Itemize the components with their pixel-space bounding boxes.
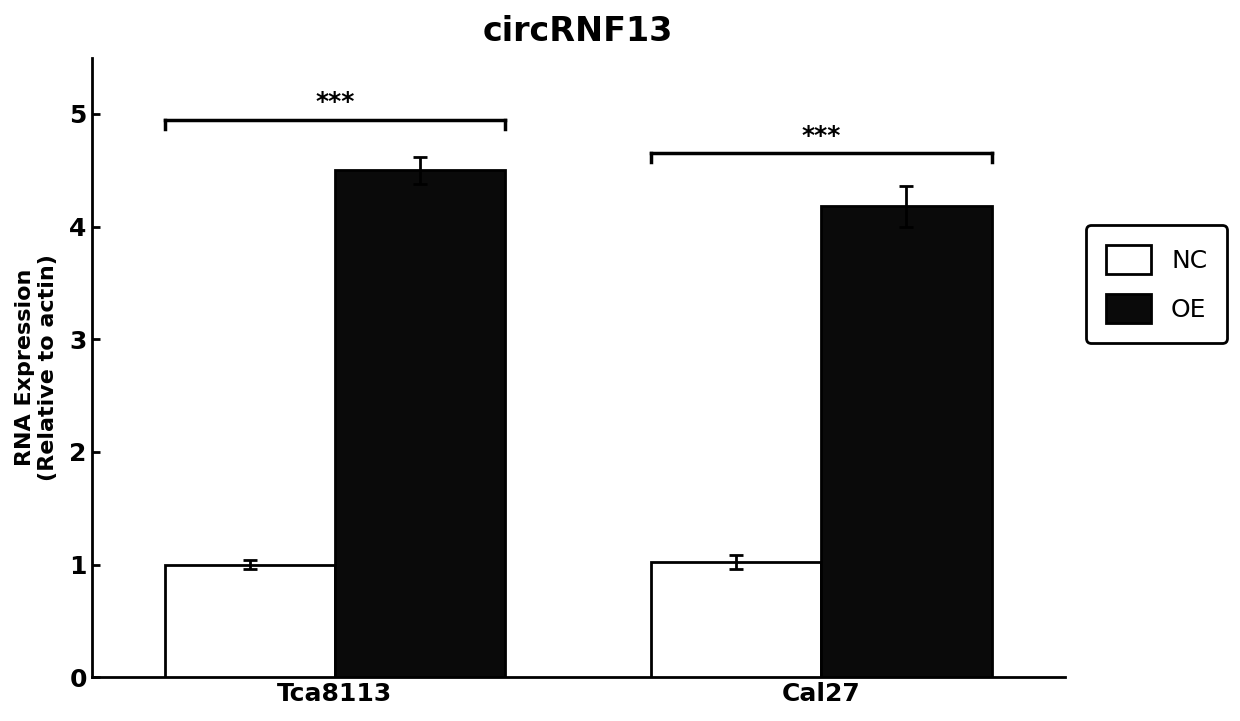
- Text: ***: ***: [315, 90, 355, 114]
- Bar: [821, 206, 992, 677]
- Bar: [165, 565, 335, 677]
- Title: circRNF13: circRNF13: [482, 15, 673, 48]
- Text: ***: ***: [801, 124, 841, 148]
- Y-axis label: RNA Expression
(Relative to actin): RNA Expression (Relative to actin): [15, 254, 58, 481]
- Bar: [651, 562, 821, 677]
- Legend: NC, OE: NC, OE: [1086, 225, 1228, 342]
- Bar: [335, 170, 505, 677]
